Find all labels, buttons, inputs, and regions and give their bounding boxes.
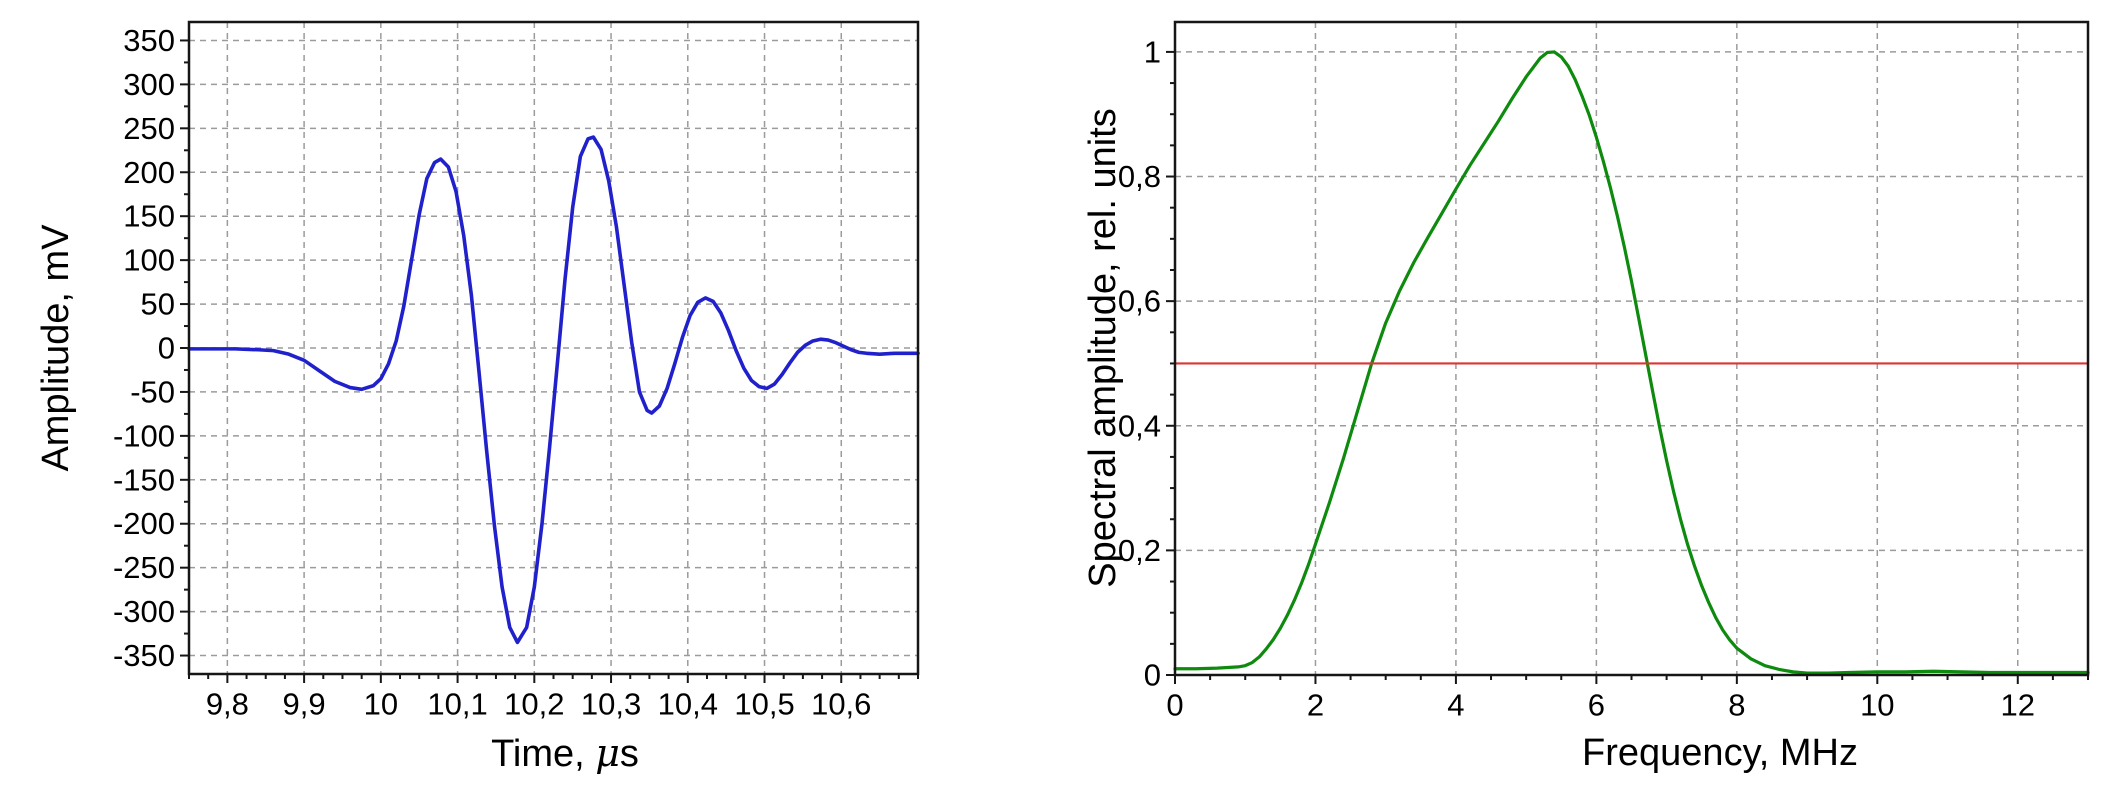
left-x-axis-title: Time, μs xyxy=(491,731,639,776)
spectrum-y-tick-label: 0 xyxy=(1144,658,1161,693)
mu-symbol: μ xyxy=(595,731,620,775)
time-domain-y-tick-label: 250 xyxy=(123,111,175,146)
time-domain-y-tick-label: -250 xyxy=(113,550,175,585)
spectrum-x-tick-label: 0 xyxy=(1166,687,1183,722)
spectrum-x-tick-label: 2 xyxy=(1307,687,1324,722)
right-x-axis-title: Frequency, MHz xyxy=(1582,732,1858,775)
time-domain-x-tick-label: 10 xyxy=(364,686,398,721)
time-domain-x-tick-label: 10,3 xyxy=(581,686,641,721)
time-domain-y-tick-label: -50 xyxy=(130,374,175,409)
spectrum-x-tick-label: 6 xyxy=(1588,687,1605,722)
time-domain-tick-labels: 9,8 9,9 10 10,1 10,2 10,3 10,4 10,5 10,6 -350 -300… xyxy=(113,23,871,721)
spectrum-plot-frame xyxy=(1173,20,2090,677)
spectrum-y-tick-label: 0,2 xyxy=(1118,533,1161,568)
pulse-waveform-series xyxy=(187,135,920,645)
time-domain-chart: 9,8 9,9 10 10,1 10,2 10,3 10,4 10,5 10,6 -350 -300… xyxy=(113,20,920,721)
time-domain-x-tick-label: 10,6 xyxy=(811,686,871,721)
time-domain-y-tick-label: -200 xyxy=(113,506,175,541)
time-domain-plot-frame xyxy=(187,20,920,676)
spectrum-y-tick-label: 0,4 xyxy=(1118,408,1161,443)
spectrum-gridlines xyxy=(1175,22,2088,675)
time-domain-y-tick-label: -100 xyxy=(113,418,175,453)
time-domain-x-tick-label: 10,2 xyxy=(504,686,564,721)
time-domain-x-tick-label: 9,9 xyxy=(283,686,326,721)
right-y-axis-title: Spectral amplitude, rel. units xyxy=(1082,108,1125,588)
spectrum-x-tick-label: 4 xyxy=(1447,687,1464,722)
time-domain-y-tick-label: -150 xyxy=(113,462,175,497)
spectrum-y-tick-label: 1 xyxy=(1144,34,1161,69)
time-domain-gridlines xyxy=(189,22,918,674)
time-domain-x-tick-label: 10,1 xyxy=(427,686,487,721)
time-domain-x-tick-label: 10,5 xyxy=(734,686,794,721)
spectrum-y-tick-label: 0,8 xyxy=(1118,159,1161,194)
time-domain-y-tick-label: -350 xyxy=(113,638,175,673)
spectrum-chart: 0 2 4 6 8 10 12 0 0,2 0,4 0,6 0,8 1 xyxy=(1118,20,2090,722)
time-domain-y-tick-label: 350 xyxy=(123,23,175,58)
spectrum-x-tick-label: 10 xyxy=(1860,687,1894,722)
time-domain-y-tick-label: 200 xyxy=(123,155,175,190)
spectrum-tick-marks xyxy=(1166,50,2089,684)
time-domain-y-tick-label: 0 xyxy=(158,331,175,366)
time-domain-y-tick-label: 50 xyxy=(141,287,175,322)
time-domain-y-tick-label: 100 xyxy=(123,243,175,278)
time-domain-y-tick-label: -300 xyxy=(113,594,175,629)
time-domain-x-tick-label: 9,8 xyxy=(206,686,249,721)
left-y-axis-title: Amplitude, mV xyxy=(35,224,78,472)
spectrum-x-tick-label: 12 xyxy=(2001,687,2035,722)
left-x-axis-title-prefix: Time, xyxy=(491,733,596,775)
right-x-axis-title-text: Frequency, MHz xyxy=(1582,732,1858,774)
right-y-axis-title-text: Spectral amplitude, rel. units xyxy=(1082,108,1125,588)
time-domain-y-tick-label: 300 xyxy=(123,67,175,102)
spectrum-tick-labels: 0 2 4 6 8 10 12 0 0,2 0,4 0,6 0,8 1 xyxy=(1118,34,2035,722)
time-domain-y-tick-label: 150 xyxy=(123,199,175,234)
spectral-amplitude-series xyxy=(1173,50,2090,675)
time-domain-x-tick-label: 10,4 xyxy=(658,686,718,721)
spectrum-x-tick-label: 8 xyxy=(1728,687,1745,722)
time-domain-tick-marks xyxy=(180,39,919,683)
left-x-axis-title-suffix: s xyxy=(619,733,639,775)
left-y-axis-title-text: Amplitude, mV xyxy=(35,224,78,472)
spectrum-y-tick-label: 0,6 xyxy=(1118,284,1161,319)
